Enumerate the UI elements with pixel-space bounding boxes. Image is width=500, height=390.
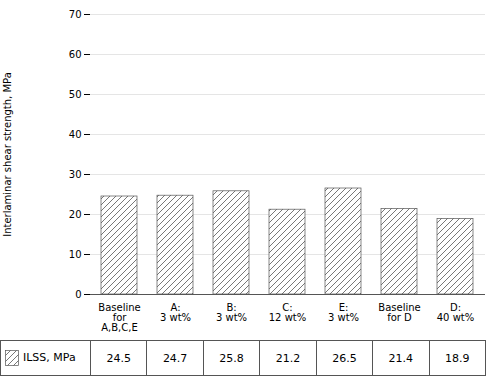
html-text:21.2: 21.2 (275, 351, 301, 365)
svg-text:E:3 wt%: E:3 wt% (328, 302, 359, 323)
svg-text:D:40 wt%: D:40 wt% (437, 302, 475, 323)
html-text:21.4: 21.4 (388, 351, 414, 365)
html-text:25.8: 25.8 (219, 351, 244, 365)
svg-text:20: 20 (69, 209, 82, 220)
svg-text:B:3 wt%: B:3 wt% (216, 302, 247, 323)
svg-text:10: 10 (69, 249, 82, 260)
svg-text:Interlaminar shear strength, M: Interlaminar shear strength, MPa (2, 72, 13, 237)
html-text:24.5: 24.5 (106, 351, 131, 365)
svg-text:A:3 wt%: A:3 wt% (160, 302, 191, 323)
html-text:26.5: 26.5 (332, 351, 357, 365)
svg-text:Baselinefor D: Baselinefor D (378, 302, 420, 323)
html-text:24.7: 24.7 (162, 351, 188, 365)
svg-text:C:12 wt%: C:12 wt% (269, 302, 307, 323)
svg-text:60: 60 (69, 49, 82, 60)
svg-text:70: 70 (69, 9, 82, 20)
html-text:18.9: 18.9 (445, 351, 470, 365)
svg-text:BaselineforA,B,C,E: BaselineforA,B,C,E (98, 302, 140, 333)
svg-text:30: 30 (69, 169, 82, 180)
svg-text:50: 50 (69, 89, 82, 100)
svg-text:40: 40 (69, 129, 82, 140)
svg-text:0: 0 (75, 289, 81, 300)
html-text:ILSS, MPa: ILSS, MPa (23, 351, 76, 364)
